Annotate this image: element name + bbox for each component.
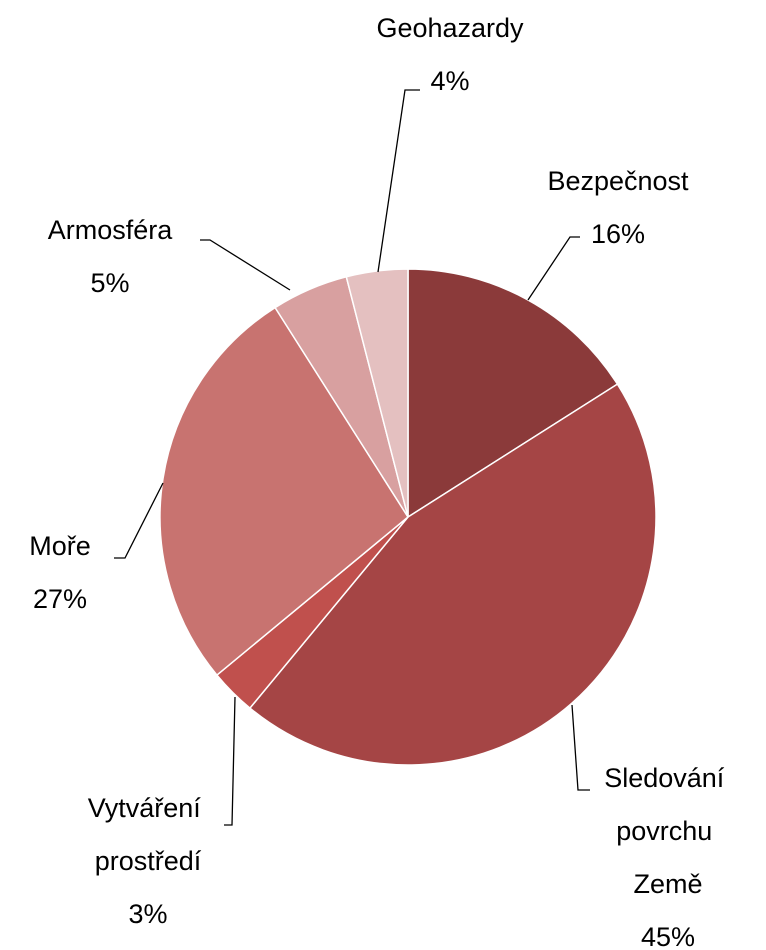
label-line: prostředí	[95, 846, 202, 876]
slice-label: Bezpečnost	[547, 166, 689, 196]
slice-label: Vytváření prostředí	[88, 793, 209, 876]
label-line: Sledování	[604, 763, 732, 793]
slice-label: Sledování povrchu Země	[604, 763, 732, 899]
value-label: 4%	[430, 66, 469, 96]
value-label: 16%	[591, 219, 645, 249]
label-line: povrchu	[616, 816, 720, 846]
leader-line	[377, 89, 420, 273]
slice-label: Moře	[29, 531, 91, 561]
label-line: Vytváření	[88, 793, 209, 823]
label-line: Bezpečnost	[547, 166, 689, 196]
pie-slice	[248, 383, 657, 766]
label-line: Moře	[29, 531, 91, 561]
leader-line	[224, 696, 236, 826]
pie-slice	[407, 268, 619, 519]
leader-line	[200, 239, 291, 291]
value-label: 5%	[90, 268, 129, 298]
pie-slice	[159, 306, 409, 677]
leader-line	[527, 236, 580, 301]
value-label: 45%	[641, 922, 695, 950]
leader-line	[114, 482, 164, 559]
value-label: 3%	[128, 899, 167, 929]
label-line: Armosféra	[48, 215, 174, 245]
leader-line	[571, 704, 590, 791]
pie-slice	[345, 268, 409, 518]
slice-label: Armosféra	[48, 215, 174, 245]
label-line: Země	[633, 869, 702, 899]
value-label: 27%	[33, 584, 87, 614]
label-line: Geohazardy	[376, 13, 524, 43]
slice-label: Geohazardy	[376, 13, 524, 43]
